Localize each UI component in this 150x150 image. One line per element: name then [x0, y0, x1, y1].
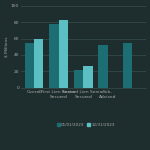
Bar — [123, 43, 132, 88]
Bar — [25, 43, 34, 88]
Bar — [34, 39, 43, 88]
Bar — [59, 20, 68, 88]
Bar — [83, 66, 93, 88]
Bar — [74, 70, 83, 88]
Legend: 01/01/2023, 12/31/2023: 01/01/2023, 12/31/2023 — [55, 121, 117, 129]
Bar — [49, 24, 59, 88]
Bar — [98, 45, 108, 88]
Y-axis label: $ Millions: $ Millions — [4, 36, 8, 57]
